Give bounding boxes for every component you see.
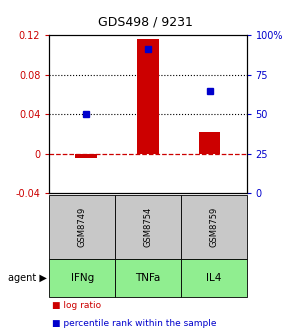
Text: GSM8754: GSM8754 bbox=[143, 207, 153, 247]
Text: GSM8749: GSM8749 bbox=[78, 207, 87, 247]
Text: GDS498 / 9231: GDS498 / 9231 bbox=[97, 15, 193, 28]
Text: TNFa: TNFa bbox=[135, 273, 161, 283]
Text: ■ log ratio: ■ log ratio bbox=[52, 301, 101, 310]
Bar bbox=[199, 132, 220, 154]
Bar bbox=[75, 154, 97, 158]
Text: GSM8759: GSM8759 bbox=[209, 207, 218, 247]
Text: IFNg: IFNg bbox=[70, 273, 94, 283]
Text: agent ▶: agent ▶ bbox=[8, 273, 46, 283]
Bar bbox=[137, 39, 159, 154]
Text: IL4: IL4 bbox=[206, 273, 221, 283]
Text: ■ percentile rank within the sample: ■ percentile rank within the sample bbox=[52, 319, 217, 328]
